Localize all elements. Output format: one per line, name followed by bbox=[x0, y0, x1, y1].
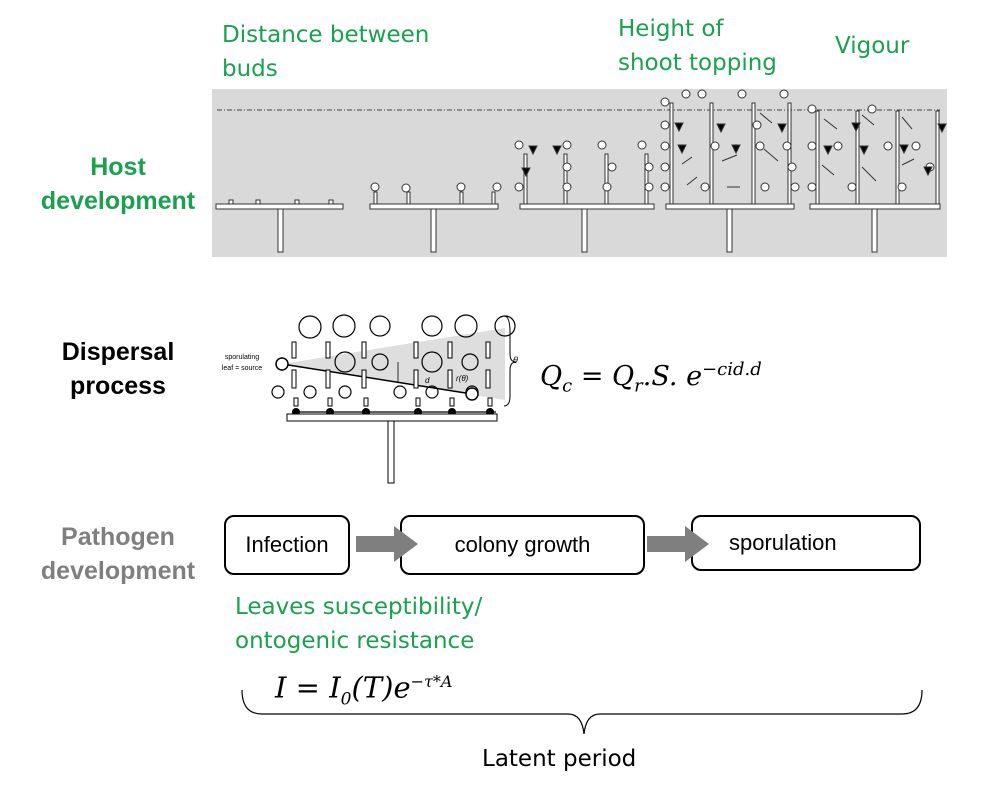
latent-period-brace bbox=[241, 689, 923, 735]
stage-sporulation-label: sporulation bbox=[729, 530, 837, 555]
stage-colony-growth-box: colony growth bbox=[400, 515, 645, 575]
label-height-of-shoot-topping: Height of shoot topping bbox=[618, 12, 777, 80]
label-distance-line1: Distance between bbox=[222, 22, 430, 48]
host-label-line2: development bbox=[40, 187, 196, 215]
distance-symbol: d bbox=[425, 376, 430, 385]
angle-brace bbox=[503, 315, 517, 407]
susceptibility-line2: ontogenic resistance bbox=[235, 628, 475, 654]
equation-lhs: Q bbox=[540, 361, 563, 392]
label-distance-line2: buds bbox=[222, 56, 278, 82]
equation-exponent: −cid.d bbox=[702, 359, 762, 380]
canopy-shoots bbox=[291, 341, 493, 407]
pathogen-label-line1: Pathogen bbox=[61, 523, 175, 551]
host-label-line1: Host bbox=[90, 153, 146, 181]
stage-sporulation-box: sporulation bbox=[691, 515, 921, 571]
formula-main: I = I bbox=[275, 670, 341, 705]
distance-line bbox=[281, 363, 473, 395]
label-vigour: Vigour bbox=[835, 33, 910, 59]
formula-exponent: −τ*A bbox=[410, 672, 453, 691]
susceptibility-label: Leaves susceptibility/ ontogenic resista… bbox=[235, 590, 482, 658]
equation-mid-sub: r bbox=[634, 375, 643, 397]
stage-colony-growth-label: colony growth bbox=[454, 532, 591, 557]
source-label-line2: leaf = source bbox=[222, 365, 262, 372]
label-height-line1: Height of bbox=[618, 16, 724, 42]
infection-formula: I = I0(T)e−τ*A bbox=[275, 662, 452, 719]
label-distance-between-buds: Distance between buds bbox=[222, 18, 429, 86]
latent-period-label: Latent period bbox=[482, 746, 637, 772]
arrow-right-icon bbox=[356, 526, 418, 562]
dispersal-process-label: Dispersal process bbox=[20, 335, 216, 403]
equation-mid: = Q bbox=[580, 361, 635, 392]
plant-stage-5 bbox=[807, 104, 947, 253]
source-label-line1: sporulating bbox=[225, 354, 259, 361]
plant-stage-3 bbox=[514, 140, 655, 253]
pathogen-development-label: Pathogen development bbox=[20, 520, 216, 588]
host-band bbox=[212, 89, 947, 257]
arrow-infection-to-growth bbox=[356, 526, 418, 562]
equation-rest: .S. e bbox=[642, 361, 703, 392]
dispersal-equation: Qc = Qr.S. e−cid.d bbox=[540, 350, 762, 406]
trunk bbox=[387, 420, 395, 484]
equation-lhs-sub: c bbox=[562, 375, 573, 397]
target-leaf bbox=[465, 387, 479, 401]
dispersal-label-line1: Dispersal bbox=[61, 338, 175, 366]
cordon-arm bbox=[286, 413, 498, 422]
stage-infection-label: Infection bbox=[245, 532, 329, 557]
arrow-right-icon bbox=[647, 526, 709, 562]
plant-stage-1 bbox=[215, 199, 344, 253]
formula-sub: 0 bbox=[340, 689, 352, 710]
dispersal-diagram: sporulating leaf = source d r(θ) θ bbox=[222, 314, 518, 484]
stage-infection-box: Infection bbox=[224, 515, 350, 575]
dispersal-label-line2: process bbox=[70, 372, 166, 400]
host-development-label: Host development bbox=[20, 150, 216, 218]
plant-stage-2 bbox=[369, 182, 502, 253]
ratio-symbol: r(θ) bbox=[456, 374, 469, 383]
angle-symbol: θ bbox=[513, 355, 518, 365]
pathogen-label-line2: development bbox=[40, 557, 196, 585]
arrow-growth-to-sporulation bbox=[647, 526, 709, 562]
label-height-line2: shoot topping bbox=[618, 50, 777, 76]
plant-stage-4 bbox=[660, 89, 800, 253]
susceptibility-line1: Leaves susceptibility/ bbox=[235, 594, 483, 620]
host-development-diagram bbox=[212, 89, 947, 257]
formula-rest: (T)e bbox=[351, 670, 411, 705]
source-leaf bbox=[275, 357, 289, 371]
canopy-leaves bbox=[271, 314, 516, 399]
